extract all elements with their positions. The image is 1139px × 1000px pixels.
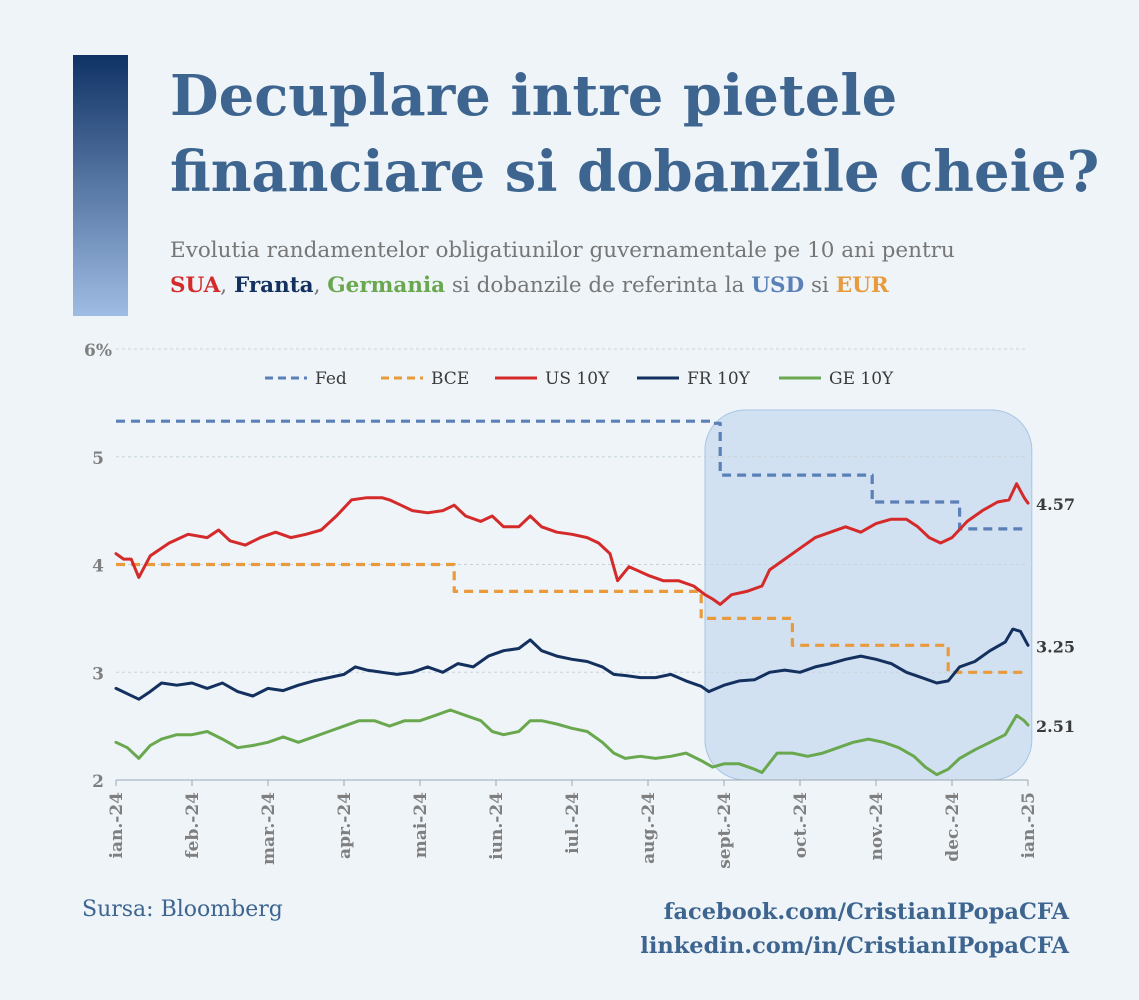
subtitle-part: si dobanzile de referinta la	[445, 273, 752, 298]
x-tick-label: oct.-24	[791, 792, 811, 858]
y-tick-label: 5	[92, 449, 104, 469]
x-tick-label: nov.-24	[867, 792, 887, 861]
y-tick-label: 3	[92, 664, 104, 684]
page-title: Decuplare intre pietele financiare si do…	[170, 58, 1110, 210]
end-value-label: 2.51	[1036, 717, 1075, 736]
x-tick-label: ian.-24	[107, 792, 127, 859]
series-line-ge-10y	[114, 708, 1030, 777]
x-tick-label: apr.-24	[335, 792, 355, 859]
end-value-label: 4.57	[1036, 495, 1075, 514]
series-line-fed	[116, 419, 1028, 531]
subtitle-part: SUA	[170, 273, 221, 298]
subtitle-part: USD	[751, 273, 805, 298]
y-tick-label: 6%	[84, 341, 112, 361]
linkedin-link[interactable]: linkedin.com/in/CristianIPopaCFA	[640, 933, 1069, 959]
subtitle-part: ,	[313, 273, 328, 298]
series-line-fr-10y	[114, 627, 1030, 701]
series-line-bce	[116, 562, 1028, 674]
accent-bar	[73, 55, 128, 316]
subtitle-part: Franta	[233, 273, 314, 298]
subtitle-part: ,	[220, 273, 234, 298]
x-tick-label: sept.-24	[715, 792, 735, 869]
subtitle-part: EUR	[835, 273, 889, 298]
y-tick-label: 2	[92, 772, 104, 792]
legend-label: FR 10Y	[687, 369, 751, 389]
x-tick-label: feb.-24	[183, 792, 203, 859]
subtitle: Evolutia randamentelor obligatiunilor gu…	[170, 233, 1120, 303]
x-tick-label: aug.-24	[639, 792, 659, 864]
subtitle-line-2: SUA, Franta, Germania si dobanzile de re…	[170, 268, 1120, 303]
x-tick-label: ian.-25	[1019, 792, 1039, 858]
subtitle-part: Germania	[327, 273, 446, 298]
legend-label: Fed	[315, 369, 347, 389]
title-line-1: Decuplare intre pietele	[170, 63, 898, 129]
series-line-us-10y	[114, 482, 1030, 606]
title-line-2: financiare si dobanzile cheie?	[170, 139, 1100, 205]
facebook-link[interactable]: facebook.com/CristianIPopaCFA	[663, 899, 1069, 925]
end-value-label: 3.25	[1036, 637, 1075, 656]
y-tick-label: 4	[92, 557, 104, 577]
source-note: Sursa: Bloomberg	[82, 897, 283, 922]
legend-label: BCE	[431, 369, 469, 389]
highlight-region	[704, 409, 1033, 781]
x-tick-label: dec.-24	[943, 792, 963, 862]
x-tick-label: mar.-24	[259, 792, 279, 865]
x-tick-label: iun.-24	[487, 792, 507, 860]
legend-label: US 10Y	[545, 369, 610, 389]
legend-label: GE 10Y	[829, 369, 894, 389]
x-tick-label: mai-24	[411, 792, 431, 858]
x-tick-label: iul.-24	[563, 792, 583, 854]
subtitle-part: si	[804, 273, 836, 298]
subtitle-line-1: Evolutia randamentelor obligatiunilor gu…	[170, 238, 955, 263]
social-links: facebook.com/CristianIPopaCFA linkedin.c…	[640, 895, 1069, 963]
